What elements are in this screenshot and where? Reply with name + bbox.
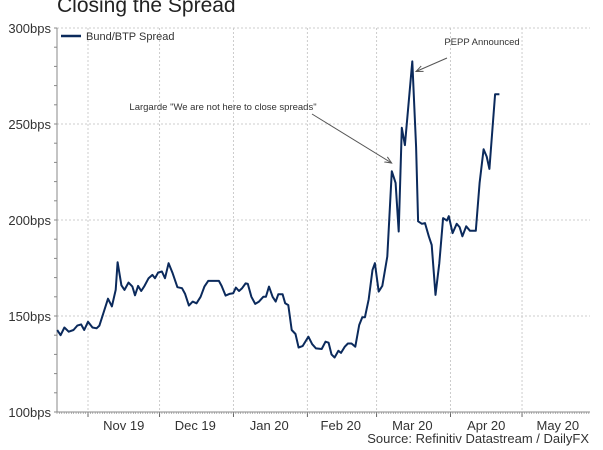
annotation-lagarde: Largarde "We are not here to close sprea…: [129, 102, 316, 113]
x-tick-label: Jan 20: [250, 418, 289, 433]
annotation-arrow-lagarde: [311, 113, 392, 163]
y-tick-label: 200bps: [8, 213, 51, 228]
chart-title: Closing the Spread: [57, 0, 236, 17]
x-tick-label: Feb 20: [321, 418, 361, 433]
y-tick-label: 250bps: [8, 117, 51, 132]
y-tick-label: 150bps: [8, 309, 51, 324]
y-tick-label: 300bps: [8, 21, 51, 36]
series-line-bund-btp-spread: [56, 60, 500, 359]
annotation-pepp: PEPP Announced: [444, 37, 519, 48]
x-tick-label: May 20: [536, 418, 579, 433]
legend-label: Bund/BTP Spread: [86, 31, 174, 43]
x-tick-label: Nov 19: [103, 418, 144, 433]
y-tick-label: 100bps: [8, 405, 51, 420]
x-tick-label: Apr 20: [467, 418, 505, 433]
annotation-arrow-pepp: [416, 57, 448, 71]
x-tick-label: Mar 20: [392, 418, 432, 433]
x-tick-label: Dec 19: [175, 418, 216, 433]
source-note: Source: Refinitiv Datastream / DailyFX: [367, 431, 589, 446]
